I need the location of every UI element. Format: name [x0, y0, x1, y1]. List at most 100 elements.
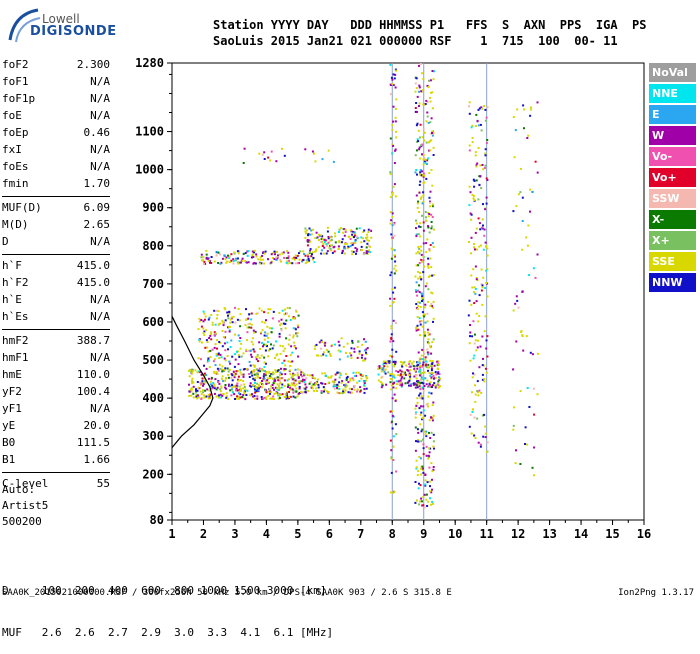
echo-point: [431, 478, 433, 481]
echo-point: [272, 310, 275, 313]
echo-point: [286, 312, 288, 315]
echo-point: [344, 386, 347, 389]
echo-point: [242, 394, 245, 396]
echo-point: [475, 300, 478, 303]
echo-point: [521, 290, 524, 293]
echo-point: [472, 268, 475, 271]
legend-item-noval: NoVal: [649, 63, 696, 82]
echo-point: [211, 384, 213, 387]
echo-point: [339, 373, 342, 376]
echo-point: [432, 445, 435, 448]
echo-point: [219, 353, 222, 356]
echo-point: [417, 129, 420, 132]
echo-point: [346, 384, 349, 387]
echo-point: [395, 387, 398, 390]
echo-point: [414, 481, 417, 483]
echo-point: [418, 503, 421, 506]
echo-point: [343, 391, 346, 394]
auto-label: Auto:: [2, 483, 36, 496]
echo-point: [430, 367, 433, 370]
echo-point: [485, 347, 488, 350]
echo-point: [521, 334, 524, 337]
echo-point: [242, 396, 245, 399]
echo-point: [283, 384, 286, 387]
echo-point: [258, 152, 261, 155]
echo-point: [531, 466, 534, 469]
echo-point: [425, 120, 428, 123]
echo-point: [416, 308, 419, 310]
param-key: foEs: [2, 160, 29, 173]
echo-point: [471, 136, 474, 139]
echo-point: [275, 160, 278, 163]
echo-point: [482, 364, 485, 367]
echo-point: [359, 373, 362, 376]
echo-point: [525, 335, 528, 338]
echo-point: [416, 499, 418, 502]
echo-point: [267, 355, 270, 358]
echo-point: [470, 236, 473, 239]
echo-point: [418, 262, 421, 264]
echo-point: [222, 336, 225, 338]
echo-point: [302, 391, 305, 394]
echo-point: [297, 355, 300, 358]
echo-point: [432, 502, 434, 505]
echo-point: [304, 227, 307, 230]
echo-point: [416, 474, 419, 477]
echo-point: [417, 246, 420, 248]
echo-point: [281, 309, 284, 312]
echo-point: [338, 371, 341, 374]
echo-point: [230, 373, 233, 375]
echo-point: [428, 79, 430, 82]
echo-point: [348, 387, 351, 390]
echo-point: [390, 233, 393, 236]
echo-point: [338, 228, 341, 231]
echo-point: [329, 353, 332, 355]
echo-point: [486, 268, 489, 271]
echo-point: [390, 336, 393, 339]
echo-point: [270, 385, 273, 388]
echo-point: [265, 334, 268, 337]
echo-point: [224, 367, 227, 370]
echo-point: [238, 319, 241, 322]
echo-point: [240, 342, 243, 345]
echo-point: [350, 242, 353, 245]
echo-point: [269, 397, 272, 400]
echo-point: [418, 320, 421, 323]
echo-point: [194, 369, 197, 372]
echo-point: [422, 469, 424, 471]
echo-point: [289, 384, 292, 387]
echo-point: [423, 306, 426, 309]
echo-point: [288, 334, 291, 337]
echo-point: [355, 227, 358, 230]
echo-point: [293, 317, 296, 320]
echo-point: [369, 251, 372, 254]
echo-point: [392, 491, 395, 494]
echo-point: [432, 466, 435, 468]
echo-point: [468, 112, 471, 115]
echo-point: [390, 271, 393, 274]
echo-point: [416, 367, 419, 370]
echo-point: [334, 232, 336, 235]
echo-point: [432, 245, 435, 248]
echo-point: [245, 350, 248, 352]
echo-point: [208, 389, 211, 392]
echo-point: [224, 319, 227, 322]
echo-point: [390, 378, 393, 381]
echo-point: [307, 390, 310, 392]
echo-point: [528, 274, 531, 276]
param-key: h`F2: [2, 276, 29, 289]
echo-point: [422, 103, 425, 106]
echo-point: [416, 206, 419, 209]
echo-point: [207, 393, 210, 396]
echo-point: [306, 240, 309, 243]
echo-point: [431, 203, 434, 206]
echo-point: [430, 169, 433, 171]
echo-point: [400, 385, 403, 388]
echo-point: [438, 376, 440, 379]
echo-point: [296, 368, 299, 371]
echo-point: [276, 257, 279, 260]
echo-point: [342, 388, 345, 391]
echo-point: [393, 272, 396, 275]
echo-point: [213, 334, 216, 337]
echo-point: [270, 150, 273, 153]
